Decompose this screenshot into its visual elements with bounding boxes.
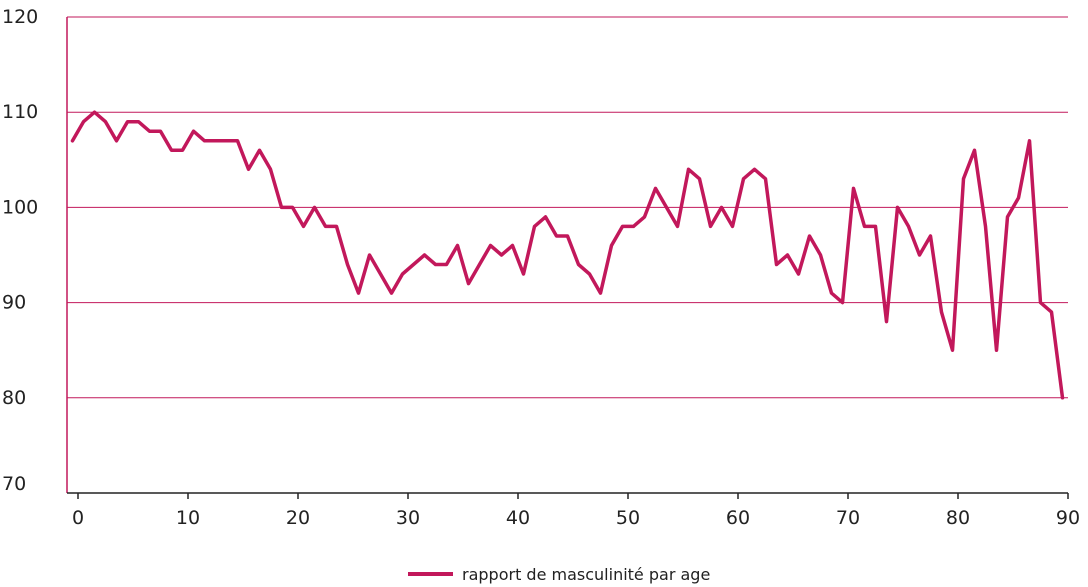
y-tick-label: 120 xyxy=(2,6,38,28)
series-line xyxy=(70,110,1065,400)
x-tick-label: 10 xyxy=(176,507,200,529)
y-tick-label: 110 xyxy=(2,101,38,123)
x-tick-label: 20 xyxy=(286,507,310,529)
x-tick-label: 30 xyxy=(396,507,420,529)
y-tick-label: 70 xyxy=(2,473,26,495)
axes xyxy=(66,17,1068,494)
x-tick-label: 80 xyxy=(946,507,970,529)
series-layer xyxy=(70,110,1065,400)
y-tick-label: 80 xyxy=(2,387,26,409)
legend-label: rapport de masculinité par age xyxy=(462,565,710,584)
y-tick-label: 100 xyxy=(2,196,38,218)
x-tick-label: 40 xyxy=(506,507,530,529)
x-tick-label: 60 xyxy=(726,507,750,529)
gridlines xyxy=(67,16,1068,399)
y-tick-label: 90 xyxy=(2,292,26,314)
x-tick-label: 0 xyxy=(72,507,84,529)
x-tick-label: 90 xyxy=(1056,507,1080,529)
y-axis-ticks: 70 80 90 100 110 120 xyxy=(2,6,38,495)
legend: rapport de masculinité par age xyxy=(408,565,710,584)
x-tick-label: 70 xyxy=(836,507,860,529)
x-tick-label: 50 xyxy=(616,507,640,529)
x-axis-ticks: 0 10 20 30 40 50 60 70 80 90 xyxy=(72,493,1080,529)
